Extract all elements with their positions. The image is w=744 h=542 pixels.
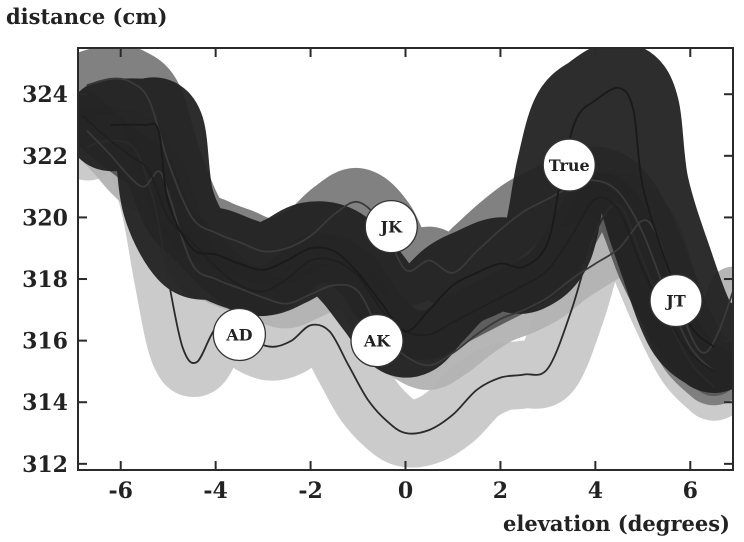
- y-tick-label: 320: [22, 205, 68, 231]
- callout-label-ad: AD: [225, 325, 252, 344]
- y-tick-label: 324: [22, 82, 68, 108]
- y-tick-label: 322: [22, 144, 68, 170]
- x-tick-label: 0: [398, 478, 413, 504]
- x-axis-title: elevation (degrees): [503, 511, 730, 536]
- y-tick-label: 314: [22, 390, 68, 416]
- y-tick-label: 316: [22, 329, 68, 355]
- series-callouts: True JK AK AD JT: [212, 138, 703, 368]
- series-line-ad: [86, 139, 715, 435]
- series-line-true: [110, 86, 715, 348]
- callout-label-true: True: [549, 156, 590, 175]
- x-tick-label: 6: [683, 478, 698, 504]
- callout-label-ak: AK: [363, 332, 391, 351]
- y-tick-label: 318: [22, 267, 68, 293]
- x-tick-label: -4: [203, 478, 227, 504]
- callout-circle-true: [542, 138, 596, 192]
- x-tick-label: 4: [588, 478, 603, 504]
- callout-label-jt: JT: [664, 292, 686, 311]
- callout-circle-jk: [364, 200, 418, 254]
- y-tick-label: 312: [22, 452, 68, 478]
- x-tick-label: 2: [493, 478, 508, 504]
- callout-circle-jt: [649, 273, 703, 328]
- x-tick-label: -2: [298, 478, 322, 504]
- callout-label-jk: JK: [379, 218, 404, 237]
- callout-circle-ad: [212, 307, 267, 362]
- axis-ticks: -6 -4 -2 0 2 4 6 312 314 316 318 320 322 324: [22, 48, 733, 504]
- y-axis-title: distance (cm): [6, 4, 167, 29]
- x-tick-label: -6: [108, 478, 132, 504]
- callout-circle-ak: [350, 313, 404, 368]
